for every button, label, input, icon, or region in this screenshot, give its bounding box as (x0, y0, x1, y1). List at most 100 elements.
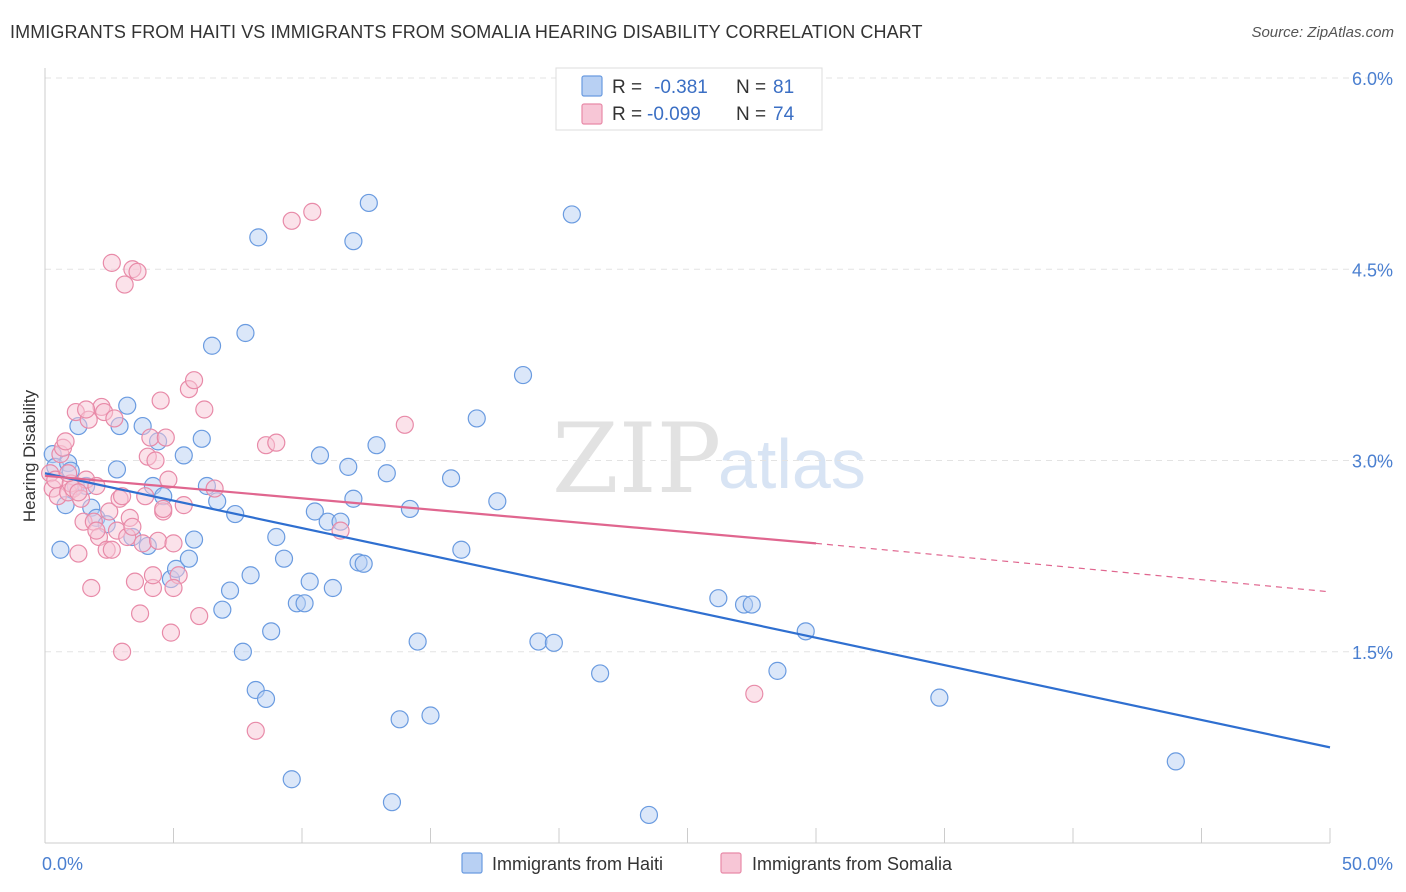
haiti-point (930, 688, 949, 707)
haiti-point (390, 710, 409, 729)
somalia-point (161, 623, 181, 642)
haiti-point (562, 205, 581, 224)
somalia-point (395, 415, 414, 434)
haiti-point (768, 661, 787, 680)
y-tick-label: 1.5% (1352, 643, 1393, 663)
haiti-point (249, 228, 268, 247)
somalia-point (146, 451, 165, 470)
haiti-point (452, 540, 471, 559)
legend-somalia-r-value: -0.099 (647, 104, 701, 125)
x-tick-labels: 0.0% 50.0% (42, 854, 1393, 874)
legend-haiti-r-label: R = (612, 77, 642, 98)
haiti-point (377, 464, 396, 483)
x-tick-label-max: 50.0% (1342, 854, 1393, 874)
trend-lines (44, 472, 1331, 749)
y-axis-label: Hearing Disability (20, 389, 39, 522)
haiti-point (639, 805, 659, 825)
legend-somalia-swatch (581, 103, 603, 125)
somalia-point (102, 253, 121, 272)
haiti-point (262, 622, 281, 641)
somalia-point (159, 470, 178, 489)
haiti-point (339, 457, 358, 476)
haiti-point (344, 232, 363, 251)
haiti-point (174, 446, 193, 465)
somalia-point (125, 572, 145, 591)
haiti-point (529, 632, 548, 651)
somalia-point (303, 202, 322, 221)
source-credit: Source: ZipAtlas.com (1251, 24, 1394, 41)
haiti-point (233, 642, 252, 661)
somalia-point (102, 540, 121, 559)
legend-haiti-n-value: 81 (773, 77, 794, 98)
haiti-point (354, 554, 373, 573)
haiti-point (544, 633, 563, 652)
somalia-point (141, 428, 160, 447)
grid-lines (45, 77, 1392, 653)
y-tick-label: 6.0% (1352, 69, 1393, 89)
haiti-point (274, 549, 294, 568)
legend-somalia-r-label: R = (612, 104, 642, 125)
somalia-point (133, 534, 152, 553)
haiti-point (591, 664, 610, 683)
somalia-point (105, 409, 124, 428)
legend-top: R = -0.381 N = 81 R = -0.099 N = 74 (555, 67, 823, 131)
haiti-point (118, 396, 137, 415)
haiti-point (421, 706, 440, 725)
watermark-zip: ZIP (552, 403, 721, 515)
x-tick-label-min: 0.0% (42, 854, 83, 874)
somalia-point (205, 479, 224, 498)
somalia-point (143, 566, 163, 585)
haiti-point (467, 409, 486, 428)
somalia-point (123, 517, 142, 536)
haiti-point (300, 572, 319, 591)
watermark-atlas: atlas (718, 425, 866, 503)
somalia-point (77, 400, 96, 419)
somalia-point (130, 604, 150, 623)
haiti-point (241, 566, 260, 585)
somalia-point (112, 487, 132, 506)
haiti-point (220, 581, 240, 600)
legend-haiti-n-label: N = (736, 77, 766, 98)
legend-haiti-r-value: -0.381 (654, 77, 708, 98)
haiti-trend-line (44, 472, 1331, 749)
somalia-trend-line (44, 474, 817, 545)
haiti-point (1166, 752, 1185, 771)
haiti-point (184, 530, 204, 549)
haiti-point (323, 578, 342, 598)
somalia-point (100, 502, 119, 521)
somalia-point (87, 521, 106, 540)
legend-bottom-haiti-swatch (461, 852, 483, 874)
somalia-point (69, 483, 88, 502)
somalia-point (115, 275, 134, 294)
haiti-point (213, 600, 232, 619)
haiti-point (305, 502, 324, 521)
legend-bottom-somalia-label: Immigrants from Somalia (752, 854, 953, 874)
haiti-point (282, 770, 301, 789)
somalia-trend-extension (815, 542, 1331, 593)
haiti-point (51, 540, 70, 559)
somalia-point (148, 531, 168, 550)
haiti-point (236, 323, 255, 343)
y-tick-labels: 1.5% 3.0% 4.5% 6.0% (1352, 69, 1393, 663)
y-tick-label: 3.0% (1352, 452, 1393, 472)
y-tick-label: 4.5% (1352, 260, 1393, 280)
somalia-point (195, 400, 214, 419)
haiti-point (488, 492, 507, 511)
somalia-point (69, 544, 88, 563)
haiti-point (107, 460, 127, 479)
somalia-point (164, 534, 183, 553)
haiti-point (367, 436, 386, 455)
haiti-point (742, 595, 761, 614)
somalia-point (282, 211, 301, 230)
somalia-point (190, 606, 209, 626)
haiti-point (192, 429, 211, 448)
haiti-point (310, 446, 330, 465)
haiti-point (382, 793, 402, 812)
somalia-point (164, 578, 183, 598)
legend-bottom-somalia-swatch (720, 852, 742, 874)
haiti-point (513, 365, 533, 385)
legend-somalia-n-value: 74 (773, 104, 795, 125)
chart-title: IMMIGRANTS FROM HAITI VS IMMIGRANTS FROM… (10, 22, 923, 42)
haiti-point (256, 689, 276, 709)
